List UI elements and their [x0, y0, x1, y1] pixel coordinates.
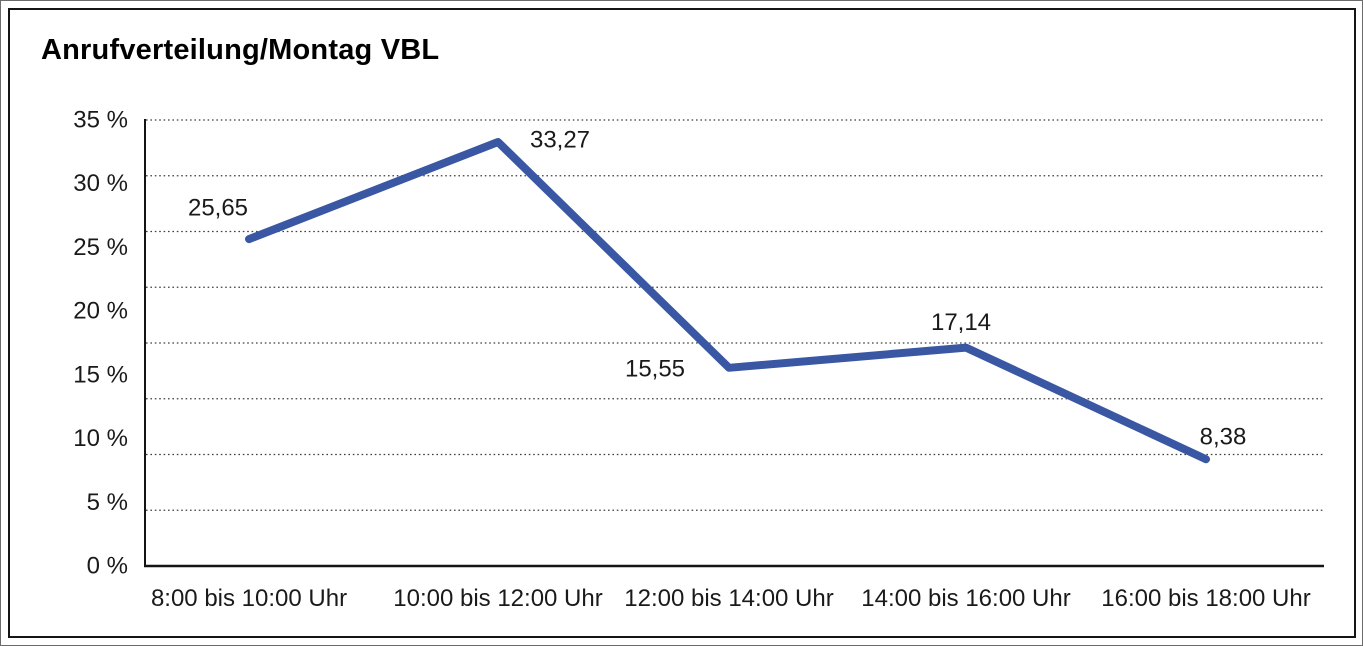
x-category-label: 12:00 bis 14:00 Uhr: [624, 585, 833, 612]
y-tick-label: 20 %: [73, 298, 128, 325]
y-tick-label: 25 %: [73, 234, 128, 261]
x-category-label: 16:00 bis 18:00 Uhr: [1101, 585, 1310, 612]
y-tick-label: 10 %: [73, 425, 128, 452]
x-category-label: 10:00 bis 12:00 Uhr: [393, 585, 602, 612]
x-category-label: 14:00 bis 16:00 Uhr: [861, 585, 1070, 612]
data-point-label: 15,55: [625, 355, 685, 382]
y-tick-label: 30 %: [73, 170, 128, 197]
y-tick-label: 35 %: [73, 107, 128, 134]
y-tick-label: 15 %: [73, 361, 128, 388]
data-point-label: 33,27: [530, 127, 590, 154]
y-tick-label: 0 %: [87, 553, 128, 580]
data-point-label: 17,14: [931, 309, 991, 336]
data-point-label: 8,38: [1200, 424, 1247, 451]
data-point-label: 25,65: [188, 195, 248, 222]
data-series-line: [245, 138, 1210, 464]
x-category-label: 8:00 bis 10:00 Uhr: [151, 585, 347, 612]
y-tick-label: 5 %: [87, 489, 128, 516]
chart-title: Anrufverteilung/Montag VBL: [41, 34, 440, 66]
